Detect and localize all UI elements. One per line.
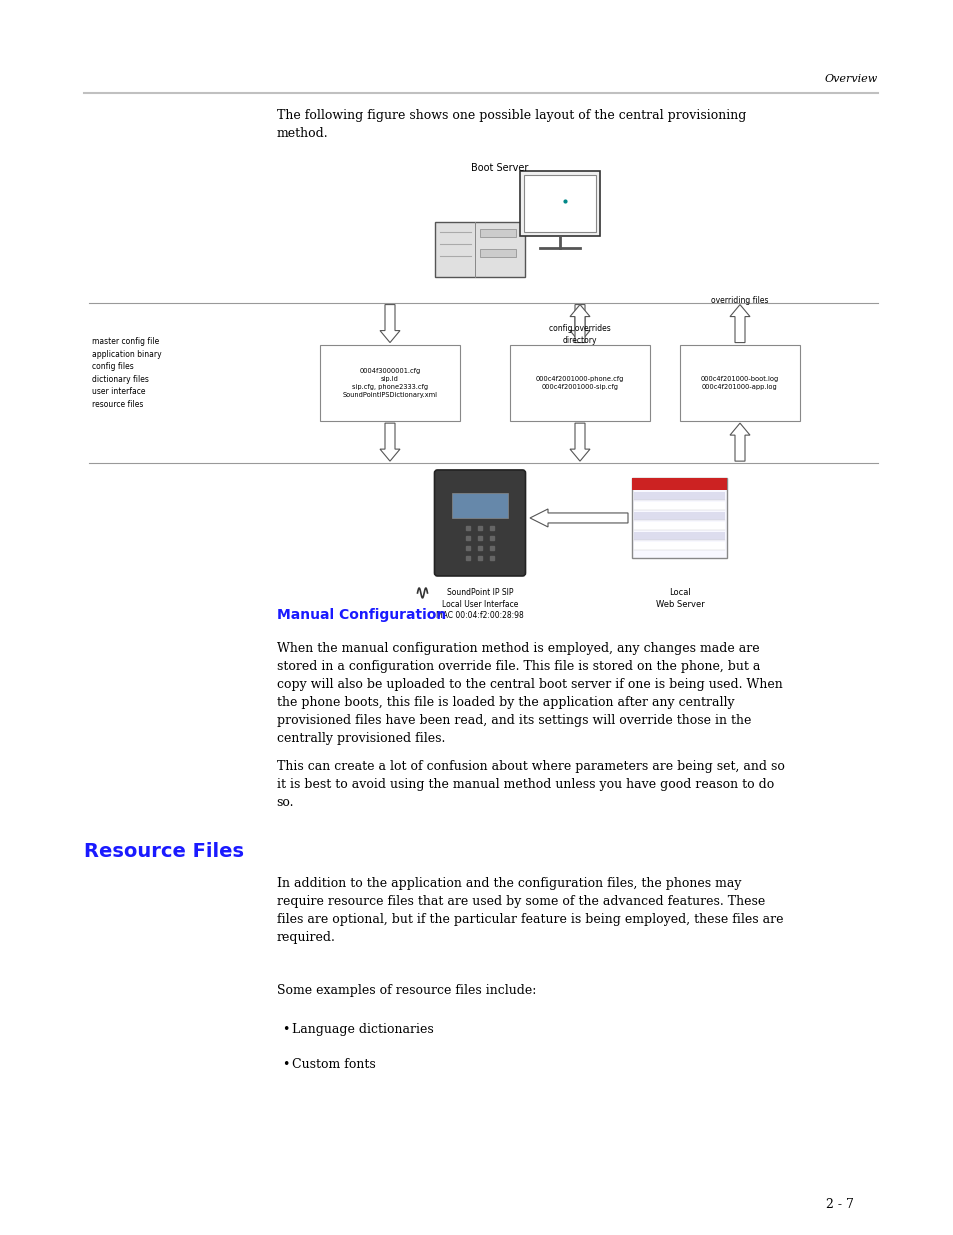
Text: •: • xyxy=(281,1023,289,1036)
Bar xyxy=(479,230,516,237)
Text: Overview: Overview xyxy=(824,74,877,84)
Polygon shape xyxy=(569,305,589,342)
Bar xyxy=(634,532,724,540)
Bar xyxy=(634,513,724,520)
FancyBboxPatch shape xyxy=(523,175,596,232)
Text: overriding files: overriding files xyxy=(711,295,768,305)
Polygon shape xyxy=(530,509,627,527)
Bar xyxy=(435,222,524,278)
Bar xyxy=(634,501,724,510)
Text: Boot Server: Boot Server xyxy=(471,163,528,173)
Text: Language dictionaries: Language dictionaries xyxy=(292,1023,433,1036)
Bar xyxy=(634,492,724,500)
Text: Resource Files: Resource Files xyxy=(84,842,244,861)
Polygon shape xyxy=(569,424,589,461)
FancyBboxPatch shape xyxy=(519,172,599,236)
Text: config overrides
directory: config overrides directory xyxy=(549,325,610,345)
Text: SoundPoint IP SIP
Local User Interface
MAC 00:04:f2:00:28:98: SoundPoint IP SIP Local User Interface M… xyxy=(436,588,523,620)
Text: In addition to the application and the configuration files, the phones may
requi: In addition to the application and the c… xyxy=(276,877,782,944)
Bar xyxy=(632,478,727,558)
Text: When the manual configuration method is employed, any changes made are
stored in: When the manual configuration method is … xyxy=(276,642,781,745)
Bar xyxy=(634,542,724,550)
Polygon shape xyxy=(569,305,589,342)
Bar xyxy=(319,345,459,421)
Text: Some examples of resource files include:: Some examples of resource files include: xyxy=(276,984,536,998)
Text: master config file
application binary
config files
dictionary files
user interfa: master config file application binary co… xyxy=(91,337,161,409)
Bar xyxy=(510,345,649,421)
Text: 2 - 7: 2 - 7 xyxy=(825,1198,853,1212)
Polygon shape xyxy=(379,424,399,461)
Text: 000c4f201000-boot.log
000c4f201000-app.log: 000c4f201000-boot.log 000c4f201000-app.l… xyxy=(700,375,779,390)
Bar xyxy=(452,493,507,517)
Bar xyxy=(679,345,800,421)
Polygon shape xyxy=(729,305,749,342)
Text: •: • xyxy=(281,1058,289,1072)
Text: Manual Configuration: Manual Configuration xyxy=(276,608,445,621)
Text: This can create a lot of confusion about where parameters are being set, and so
: This can create a lot of confusion about… xyxy=(276,760,783,809)
Polygon shape xyxy=(379,305,399,342)
Text: 000c4f2001000-phone.cfg
000c4f2001000-sip.cfg: 000c4f2001000-phone.cfg 000c4f2001000-si… xyxy=(536,375,623,390)
Text: Local
Web Server: Local Web Server xyxy=(655,588,703,609)
Polygon shape xyxy=(729,424,749,461)
Bar xyxy=(479,249,516,257)
FancyBboxPatch shape xyxy=(434,471,525,576)
Text: Custom fonts: Custom fonts xyxy=(292,1058,375,1072)
Bar xyxy=(634,522,724,530)
Bar xyxy=(632,478,727,490)
Text: The following figure shows one possible layout of the central provisioning
metho: The following figure shows one possible … xyxy=(276,109,745,140)
Text: 0004f3000001.cfg
sip.ld
sip.cfg, phone2333.cfg
SoundPointIPSDictionary.xml: 0004f3000001.cfg sip.ld sip.cfg, phone23… xyxy=(342,368,437,398)
